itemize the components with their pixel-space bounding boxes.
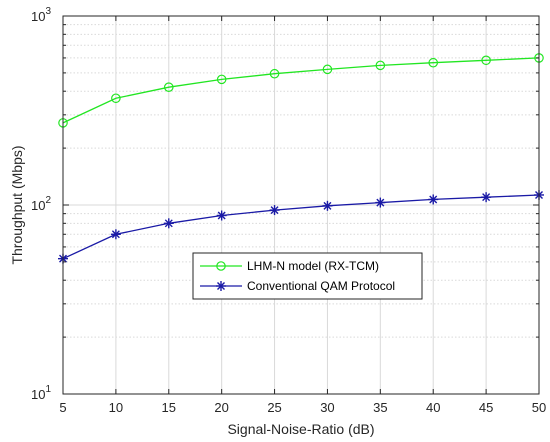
asterisk-stroke <box>482 193 491 202</box>
asterisk-stroke <box>164 219 173 228</box>
x-tick-label: 10 <box>109 400 123 415</box>
asterisk-stroke <box>429 195 438 204</box>
asterisk-stroke <box>270 206 279 215</box>
data-point-circle <box>111 93 121 104</box>
data-point-circle <box>322 64 333 75</box>
x-tick-label: 5 <box>59 400 66 415</box>
data-point-asterisk <box>481 192 492 203</box>
x-tick-label: 40 <box>426 400 440 415</box>
data-point-asterisk <box>216 281 226 291</box>
x-tick-label: 25 <box>267 400 281 415</box>
data-point-circle <box>428 57 439 68</box>
x-tick-label: 30 <box>320 400 334 415</box>
legend: LHM-N model (RX-TCM) Conventional QAM Pro… <box>192 252 423 300</box>
data-point-circle <box>216 261 226 271</box>
data-point-asterisk <box>216 210 227 221</box>
data-point-asterisk <box>110 229 121 240</box>
data-point-asterisk <box>269 205 280 216</box>
y-tick-label: 102 <box>31 195 51 213</box>
asterisk-stroke <box>217 211 226 220</box>
x-tick-label: 20 <box>214 400 228 415</box>
axis-ticks: 5 10 15 20 25 30 35 40 45 50 101 102 103 <box>31 6 546 415</box>
data-point-asterisk <box>322 200 333 211</box>
x-tick-label: 15 <box>162 400 176 415</box>
legend-entry-1: LHM-N model (RX-TCM) <box>200 259 379 273</box>
series-line <box>62 194 540 260</box>
legend-box <box>192 252 423 300</box>
asterisk-stroke <box>376 198 385 207</box>
asterisk-stroke <box>217 282 225 290</box>
data-point-circle <box>375 60 386 71</box>
y-tick-exponent: 2 <box>45 195 51 206</box>
data-point-asterisk <box>428 194 439 205</box>
data-point-circle <box>481 55 491 66</box>
asterisk-stroke <box>111 230 120 239</box>
y-axis-label: Throughput (Mbps) <box>9 145 25 264</box>
y-tick-label: 101 <box>31 384 51 402</box>
x-tick-label: 45 <box>479 400 493 415</box>
series-line <box>62 57 540 124</box>
legend-entry-2: Conventional QAM Protocol <box>200 279 395 293</box>
legend-label: Conventional QAM Protocol <box>247 279 395 293</box>
data-point-asterisk <box>375 197 386 208</box>
y-tick-exponent: 3 <box>45 6 51 17</box>
data-point-circle <box>269 68 280 79</box>
data-point-circle <box>163 82 174 93</box>
y-tick-label: 103 <box>31 6 51 24</box>
asterisk-stroke <box>323 201 332 210</box>
y-tick-exponent: 1 <box>45 384 51 395</box>
x-tick-label: 35 <box>373 400 387 415</box>
data-point-asterisk <box>163 218 174 229</box>
data-point-circle <box>216 74 227 85</box>
x-tick-label: 50 <box>532 400 546 415</box>
x-axis-label: Signal-Noise-Ratio (dB) <box>227 421 374 437</box>
legend-label: LHM-N model (RX-TCM) <box>247 259 379 273</box>
